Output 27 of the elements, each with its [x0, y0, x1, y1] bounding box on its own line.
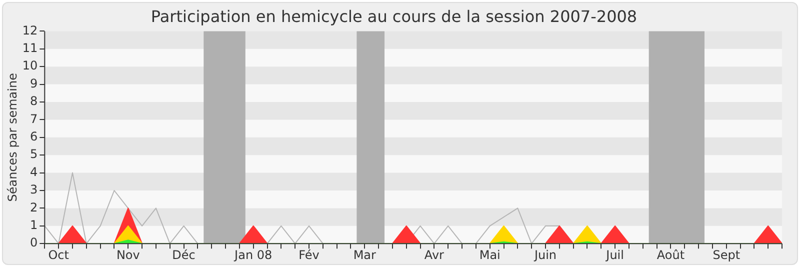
y-tick-label: 9: [30, 76, 38, 90]
y-tick-label: 3: [30, 182, 38, 197]
y-tick-label: 4: [30, 164, 38, 179]
y-tick-label: 0: [30, 236, 38, 250]
y-axis-title: Séances par semaine: [5, 73, 20, 202]
y-tick-label: 2: [30, 200, 38, 214]
x-tick-label: Oct: [48, 248, 70, 262]
x-tick-label: Juin: [533, 248, 557, 262]
y-tick-label: 12: [22, 23, 38, 38]
chart-title: Participation en hemicycle au cours de la session 2007-2008: [150, 6, 638, 26]
x-tick-label: Août: [656, 248, 685, 262]
y-tick-label: 5: [30, 147, 38, 162]
x-tick-label: Sept: [712, 248, 740, 262]
x-tick-label: Mai: [479, 248, 500, 262]
x-tick-label: Mar: [353, 248, 376, 262]
y-tick-label: 10: [22, 58, 38, 73]
y-tick-label: 8: [30, 94, 38, 108]
x-tick-label: Fév: [298, 248, 320, 262]
y-tick-label: 7: [30, 112, 38, 126]
x-tick-label: Déc: [172, 248, 196, 262]
y-tick-label: 11: [22, 41, 38, 56]
x-tick-label: Nov: [116, 248, 140, 262]
x-tick-label: Juil: [605, 248, 624, 262]
x-tick-label: Jan 08: [234, 248, 272, 262]
x-tick-label: Avr: [424, 248, 444, 262]
y-tick-label: 6: [30, 130, 38, 144]
y-tick-label: 1: [30, 218, 38, 232]
